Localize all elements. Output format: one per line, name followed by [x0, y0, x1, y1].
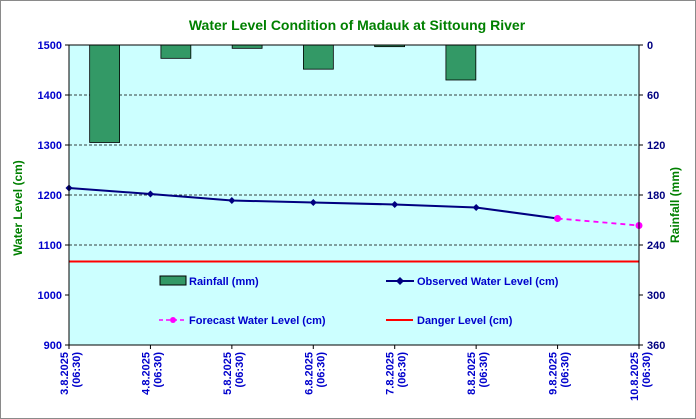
- rainfall-bars: [89, 44, 477, 143]
- right-axis-title: Rainfall (mm): [668, 167, 682, 243]
- left-tick-label: 1400: [38, 90, 62, 102]
- observed-point: [146, 190, 154, 198]
- x-tick-label: 5.8.2025(06:30): [222, 352, 246, 395]
- observed-point: [309, 199, 317, 206]
- left-tick-label: 900: [44, 340, 62, 352]
- x-tick-label: 7.8.2025(06:30): [385, 352, 409, 395]
- left-axis-ticks: 900 1000 1100 1200 1300 1400 1500: [38, 40, 69, 352]
- right-axis-ticks: 0 60 120 180 240 300 360: [639, 40, 665, 352]
- legend-item-observed: Observed Water Level (cm): [386, 276, 559, 288]
- chart-title: Water Level Condition of Madauk at Sitto…: [189, 17, 526, 33]
- legend-marker-forecast: [170, 317, 176, 323]
- right-tick-label: 180: [647, 190, 665, 202]
- left-tick-label: 1500: [38, 40, 62, 52]
- legend-label-forecast: Forecast Water Level (cm): [189, 315, 326, 327]
- left-axis-title: Water Level (cm): [11, 160, 25, 256]
- legend-marker-observed: [396, 277, 404, 285]
- rainfall-bar: [445, 44, 477, 81]
- right-tick-label: 0: [647, 40, 653, 52]
- right-tick-label: 60: [647, 90, 659, 102]
- x-tick-label: 4.8.2025(06:30): [140, 352, 164, 395]
- left-tick-label: 1000: [38, 290, 62, 302]
- left-tick-label: 1100: [38, 240, 62, 252]
- rainfall-bar: [89, 44, 120, 143]
- rainfall-bar: [160, 44, 192, 59]
- observed-water-level-points: [65, 184, 480, 211]
- legend-label-rainfall: Rainfall (mm): [189, 276, 259, 288]
- forecast-water-level-line: [557, 217, 640, 227]
- x-tick-label: 6.8.2025(06:30): [303, 352, 327, 395]
- rainfall-bar: [303, 44, 334, 70]
- legend-label-danger: Danger Level (cm): [417, 315, 513, 327]
- observed-point: [228, 197, 236, 204]
- legend: Rainfall (mm) Observed Water Level (cm) …: [159, 275, 559, 327]
- x-axis-ticks: 3.8.2025(06:30) 4.8.2025(06:30) 5.8.2025(0…: [59, 345, 653, 401]
- legend-label-observed: Observed Water Level (cm): [417, 276, 559, 288]
- observed-point: [391, 201, 399, 208]
- x-tick-label: 8.8.2025(06:30): [466, 352, 490, 395]
- right-tick-label: 240: [647, 240, 665, 252]
- right-tick-label: 120: [647, 140, 665, 152]
- legend-item-rainfall: Rainfall (mm): [159, 275, 259, 288]
- x-tick-label: 3.8.2025(06:30): [59, 352, 83, 395]
- observed-point: [472, 204, 480, 211]
- legend-swatch-rainfall: [159, 275, 187, 286]
- right-tick-label: 300: [647, 290, 665, 302]
- left-tick-label: 1200: [38, 190, 62, 202]
- legend-item-danger: Danger Level (cm): [386, 315, 513, 327]
- legend-item-forecast: Forecast Water Level (cm): [159, 315, 326, 327]
- forecast-point: [554, 215, 562, 222]
- x-tick-label: 9.8.2025(06:30): [548, 352, 572, 395]
- x-tick-label: 10.8.2025(06:30): [629, 352, 653, 401]
- left-tick-label: 1300: [38, 140, 62, 152]
- right-tick-label: 360: [647, 340, 665, 352]
